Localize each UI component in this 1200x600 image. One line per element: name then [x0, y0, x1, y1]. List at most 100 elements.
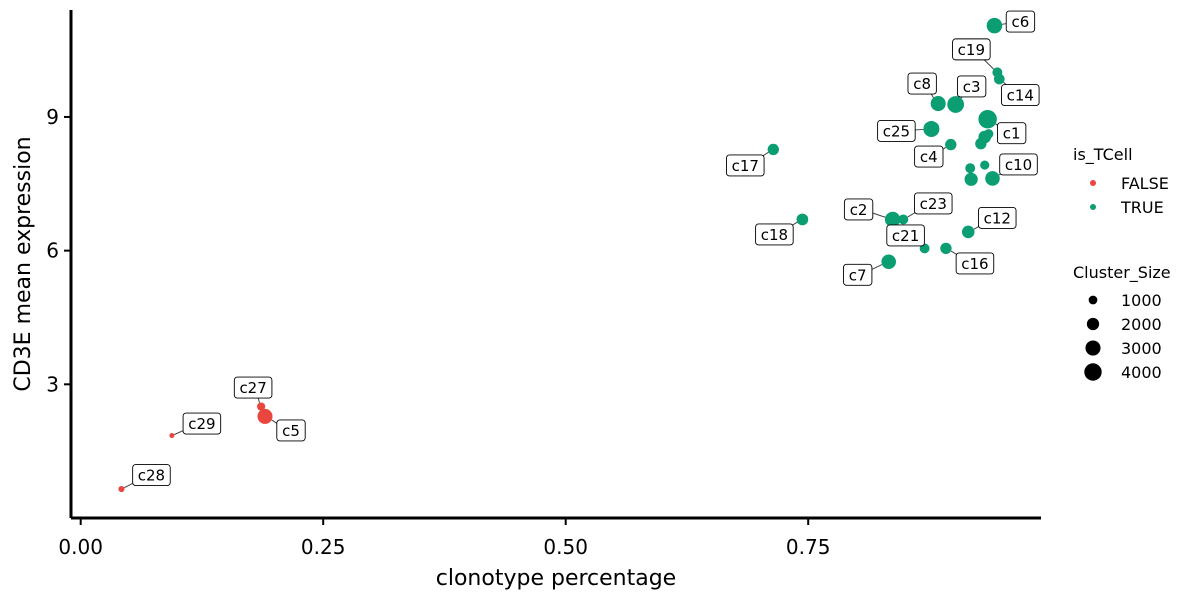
label-text: c14	[1007, 87, 1034, 105]
data-point	[796, 213, 809, 226]
data-point	[986, 17, 1003, 34]
label-text: c5	[282, 422, 300, 440]
data-point	[169, 433, 175, 439]
data-point	[983, 129, 994, 139]
point-label-c27: c27	[233, 376, 273, 399]
legend-size-key	[1086, 317, 1100, 331]
point-label-c19: c19	[952, 38, 991, 61]
label-text: c19	[958, 41, 985, 59]
label-box	[999, 153, 1038, 176]
point-label-c18: c18	[755, 223, 794, 246]
point-label-c16: c16	[955, 252, 995, 275]
point-label-c1: c1	[997, 122, 1027, 145]
data-point	[767, 143, 779, 156]
label-box	[914, 192, 953, 215]
data-point	[978, 109, 997, 129]
y-axis-title: CD3E mean expression	[11, 136, 36, 391]
label-text: c17	[732, 157, 759, 175]
label-box	[276, 419, 306, 442]
x-tick-label: 0.50	[543, 535, 588, 559]
axes: 0.00 0.25 0.50 0.75 3 6 9	[46, 10, 1041, 559]
legend-color-key	[1090, 180, 1096, 186]
data-point	[884, 211, 901, 228]
y-tick-label: 9	[46, 105, 59, 129]
y-tick-label: 6	[46, 239, 59, 263]
label-text: c2	[850, 201, 868, 219]
label-box	[907, 72, 937, 95]
label-text: c3	[963, 78, 981, 96]
legend-size-key	[1088, 295, 1098, 305]
label-text: c1	[1003, 125, 1021, 143]
label-text: c18	[761, 226, 788, 244]
data-point	[992, 67, 1003, 78]
legend-color-label: TRUE	[1120, 198, 1164, 217]
point-label-c17: c17	[726, 154, 765, 177]
point-label-c21: c21	[886, 224, 925, 247]
label-box	[886, 224, 925, 247]
data-point	[975, 138, 987, 150]
legend-size-label: 2000	[1121, 315, 1162, 334]
label-text: c6	[1012, 13, 1030, 31]
y-axis-ticks: 3 6 9	[46, 105, 71, 396]
point-label-c6: c6	[1005, 10, 1036, 33]
x-tick-label: 0.00	[58, 535, 103, 559]
legend-color-items: FALSE TRUE	[1090, 174, 1169, 217]
label-text: c27	[239, 379, 266, 397]
label-text: c23	[920, 195, 947, 213]
label-box	[978, 206, 1017, 229]
label-box	[914, 145, 944, 168]
label-box	[132, 464, 171, 486]
legend-size-label: 4000	[1121, 363, 1162, 382]
x-axis-title: clonotype percentage	[436, 566, 676, 591]
legend-size-items: 1000 2000 3000 4000	[1084, 291, 1162, 382]
label-text: c16	[961, 255, 988, 273]
data-point	[985, 171, 1000, 186]
data-point	[947, 96, 965, 113]
data-point	[257, 408, 273, 424]
label-text: c21	[892, 227, 919, 245]
x-tick-label: 0.75	[786, 535, 831, 559]
data-point	[898, 214, 909, 225]
data-point	[256, 402, 266, 411]
label-box	[726, 154, 765, 177]
x-tick-label: 0.25	[301, 535, 346, 559]
data-points	[118, 17, 1005, 493]
label-box	[1005, 10, 1036, 33]
point-label-c7: c7	[843, 263, 873, 286]
label-text: c10	[1005, 156, 1032, 174]
label-text: c25	[883, 122, 910, 140]
label-text: c29	[188, 415, 215, 433]
label-box	[843, 263, 873, 286]
data-point	[881, 254, 896, 270]
label-text: c7	[849, 266, 867, 284]
data-point	[961, 225, 975, 239]
point-label-c10: c10	[999, 153, 1038, 176]
legend-color-label: FALSE	[1121, 174, 1169, 193]
data-point	[945, 138, 957, 151]
data-point	[923, 120, 940, 137]
label-box	[182, 412, 222, 435]
legend-size-key	[1085, 340, 1101, 356]
label-connectors	[123, 22, 1011, 489]
point-label-c3: c3	[956, 75, 987, 98]
legend-size-label: 1000	[1121, 291, 1162, 310]
label-box	[997, 122, 1027, 145]
point-label-c25: c25	[877, 120, 916, 142]
label-box	[843, 198, 874, 221]
data-point	[980, 160, 990, 170]
data-point	[940, 242, 952, 255]
point-label-c8: c8	[907, 72, 937, 95]
label-text: c28	[138, 467, 165, 485]
legend-color-key	[1090, 204, 1096, 210]
label-text: c4	[920, 148, 938, 166]
label-box	[956, 75, 987, 98]
label-box	[952, 38, 991, 61]
data-point	[118, 485, 125, 493]
data-point	[965, 163, 976, 174]
y-tick-label: 3	[46, 372, 59, 396]
plot-area: c6 c19 c14 c8 c3 c1 c25 c4 c17 c10 c2 c23 c18 c12 c21 c…	[118, 10, 1040, 493]
point-labels: c6 c19 c14 c8 c3 c1 c25 c4 c17 c10 c2 c23 c18 c12 c21 c…	[132, 10, 1040, 486]
point-label-c29: c29	[182, 412, 222, 435]
label-box	[233, 376, 273, 399]
